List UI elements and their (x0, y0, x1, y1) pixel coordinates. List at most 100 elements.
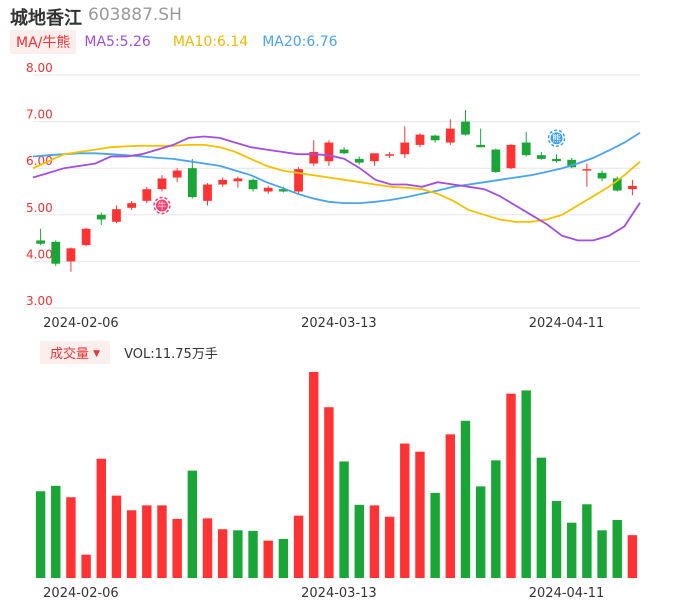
volume-date-label: 2024-04-11 (529, 586, 605, 601)
volume-date-label: 2024-03-13 (301, 586, 377, 601)
price-tick-label: 6.00 (26, 154, 53, 168)
volume-bar (551, 501, 562, 578)
volume-bar (35, 491, 46, 578)
candle-body (415, 134, 425, 145)
volume-bar (202, 518, 213, 578)
volume-bar (460, 420, 471, 578)
volume-bar (400, 443, 410, 578)
volume-bar (612, 519, 622, 578)
volume-bar (293, 515, 304, 578)
candle-body (612, 178, 622, 191)
candle-body (567, 159, 577, 168)
volume-bar (369, 505, 380, 578)
bull-marker-label: 牛 (157, 200, 166, 212)
candle-body (385, 154, 395, 156)
volume-bar (81, 554, 91, 578)
volume-value: VOL:11.75万手 (124, 346, 218, 362)
volume-legend: 成交量 ▼ VOL:11.75万手 (40, 340, 218, 364)
price-tick-label: 4.00 (26, 247, 53, 261)
candle-body (354, 158, 364, 163)
volume-bar (597, 530, 607, 578)
candle-body (536, 155, 546, 159)
volume-bar (627, 535, 638, 578)
volume-bar (51, 485, 61, 578)
volume-bar (506, 393, 516, 578)
candle-body (476, 144, 486, 148)
ma-selector-button[interactable]: MA/牛熊 (10, 30, 77, 54)
volume-bar (475, 486, 486, 578)
ma5-line (32, 135, 641, 242)
volume-bar (142, 505, 152, 578)
bear-marker-ring (547, 129, 566, 147)
price-date-label: 2024-02-06 (43, 316, 119, 331)
volume-bar (66, 497, 76, 578)
price-tick-label: 5.00 (26, 201, 53, 215)
volume-bar (354, 504, 364, 578)
candle-body (248, 179, 258, 190)
candle-body (552, 158, 561, 162)
volume-selector-label: 成交量 (50, 346, 90, 362)
candle-body (370, 153, 379, 162)
volume-bar (248, 530, 258, 578)
volume-bar (445, 434, 456, 578)
price-tick-label: 8.00 (26, 61, 53, 75)
ma10-line (32, 144, 641, 223)
candle-body (628, 185, 637, 190)
price-date-label: 2024-04-11 (529, 316, 605, 331)
ma10-label: MA10:6.14 (172, 34, 249, 50)
volume-bar (430, 492, 440, 578)
candle-body (309, 151, 319, 164)
stock-name: 城地香江 (10, 8, 82, 29)
volume-bar (415, 451, 425, 578)
price-tick-label: 7.00 (26, 108, 53, 122)
bear-marker-label: 熊 (552, 133, 561, 145)
candle-body (66, 248, 76, 262)
bear-marker-icon (550, 132, 563, 145)
volume-bar (157, 505, 167, 578)
volume-bar (217, 529, 228, 578)
volume-bar (384, 516, 395, 578)
candle-body (400, 142, 410, 155)
candle-body (187, 168, 197, 198)
candle-body (445, 128, 455, 143)
caret-down-icon: ▼ (93, 348, 101, 359)
volume-bar (278, 538, 289, 578)
candle-body (491, 149, 501, 172)
ma-legend: MA/牛熊 MA5:5.26 MA10:6.14 MA20:6.76 (10, 30, 338, 54)
candle-body (430, 135, 440, 141)
candle-body (461, 121, 470, 135)
candle-body (81, 228, 91, 246)
volume-bar (521, 390, 531, 578)
candle-body (339, 149, 349, 154)
candle-body (218, 179, 228, 185)
candle-body (278, 189, 288, 192)
candle-body (142, 189, 152, 201)
volume-bar (96, 458, 106, 578)
stock-code: 603887.SH (88, 5, 182, 25)
candle-body (96, 214, 106, 220)
volume-bar (187, 470, 198, 578)
volume-bar (324, 407, 334, 578)
bull-marker-icon (155, 199, 168, 212)
price-tick-label: 3.00 (26, 294, 53, 308)
volume-bar (339, 461, 349, 578)
candle-body (36, 240, 45, 244)
candle-body (233, 178, 243, 182)
volume-bar (263, 540, 273, 578)
ma5-label: MA5:5.26 (84, 34, 151, 50)
volume-bar (309, 372, 319, 578)
candle-body (294, 169, 303, 192)
volume-bar (567, 522, 577, 578)
volume-bar (126, 510, 137, 578)
candle-body (127, 203, 137, 208)
volume-selector-button[interactable]: 成交量 ▼ (40, 340, 111, 364)
candle-body (51, 241, 61, 264)
volume-bar (233, 530, 243, 578)
volume-bar (536, 457, 547, 578)
candle-body (203, 184, 212, 201)
candle-body (172, 170, 182, 178)
volume-bar (111, 495, 122, 578)
candle-body (324, 142, 334, 162)
candle-body (506, 144, 516, 169)
